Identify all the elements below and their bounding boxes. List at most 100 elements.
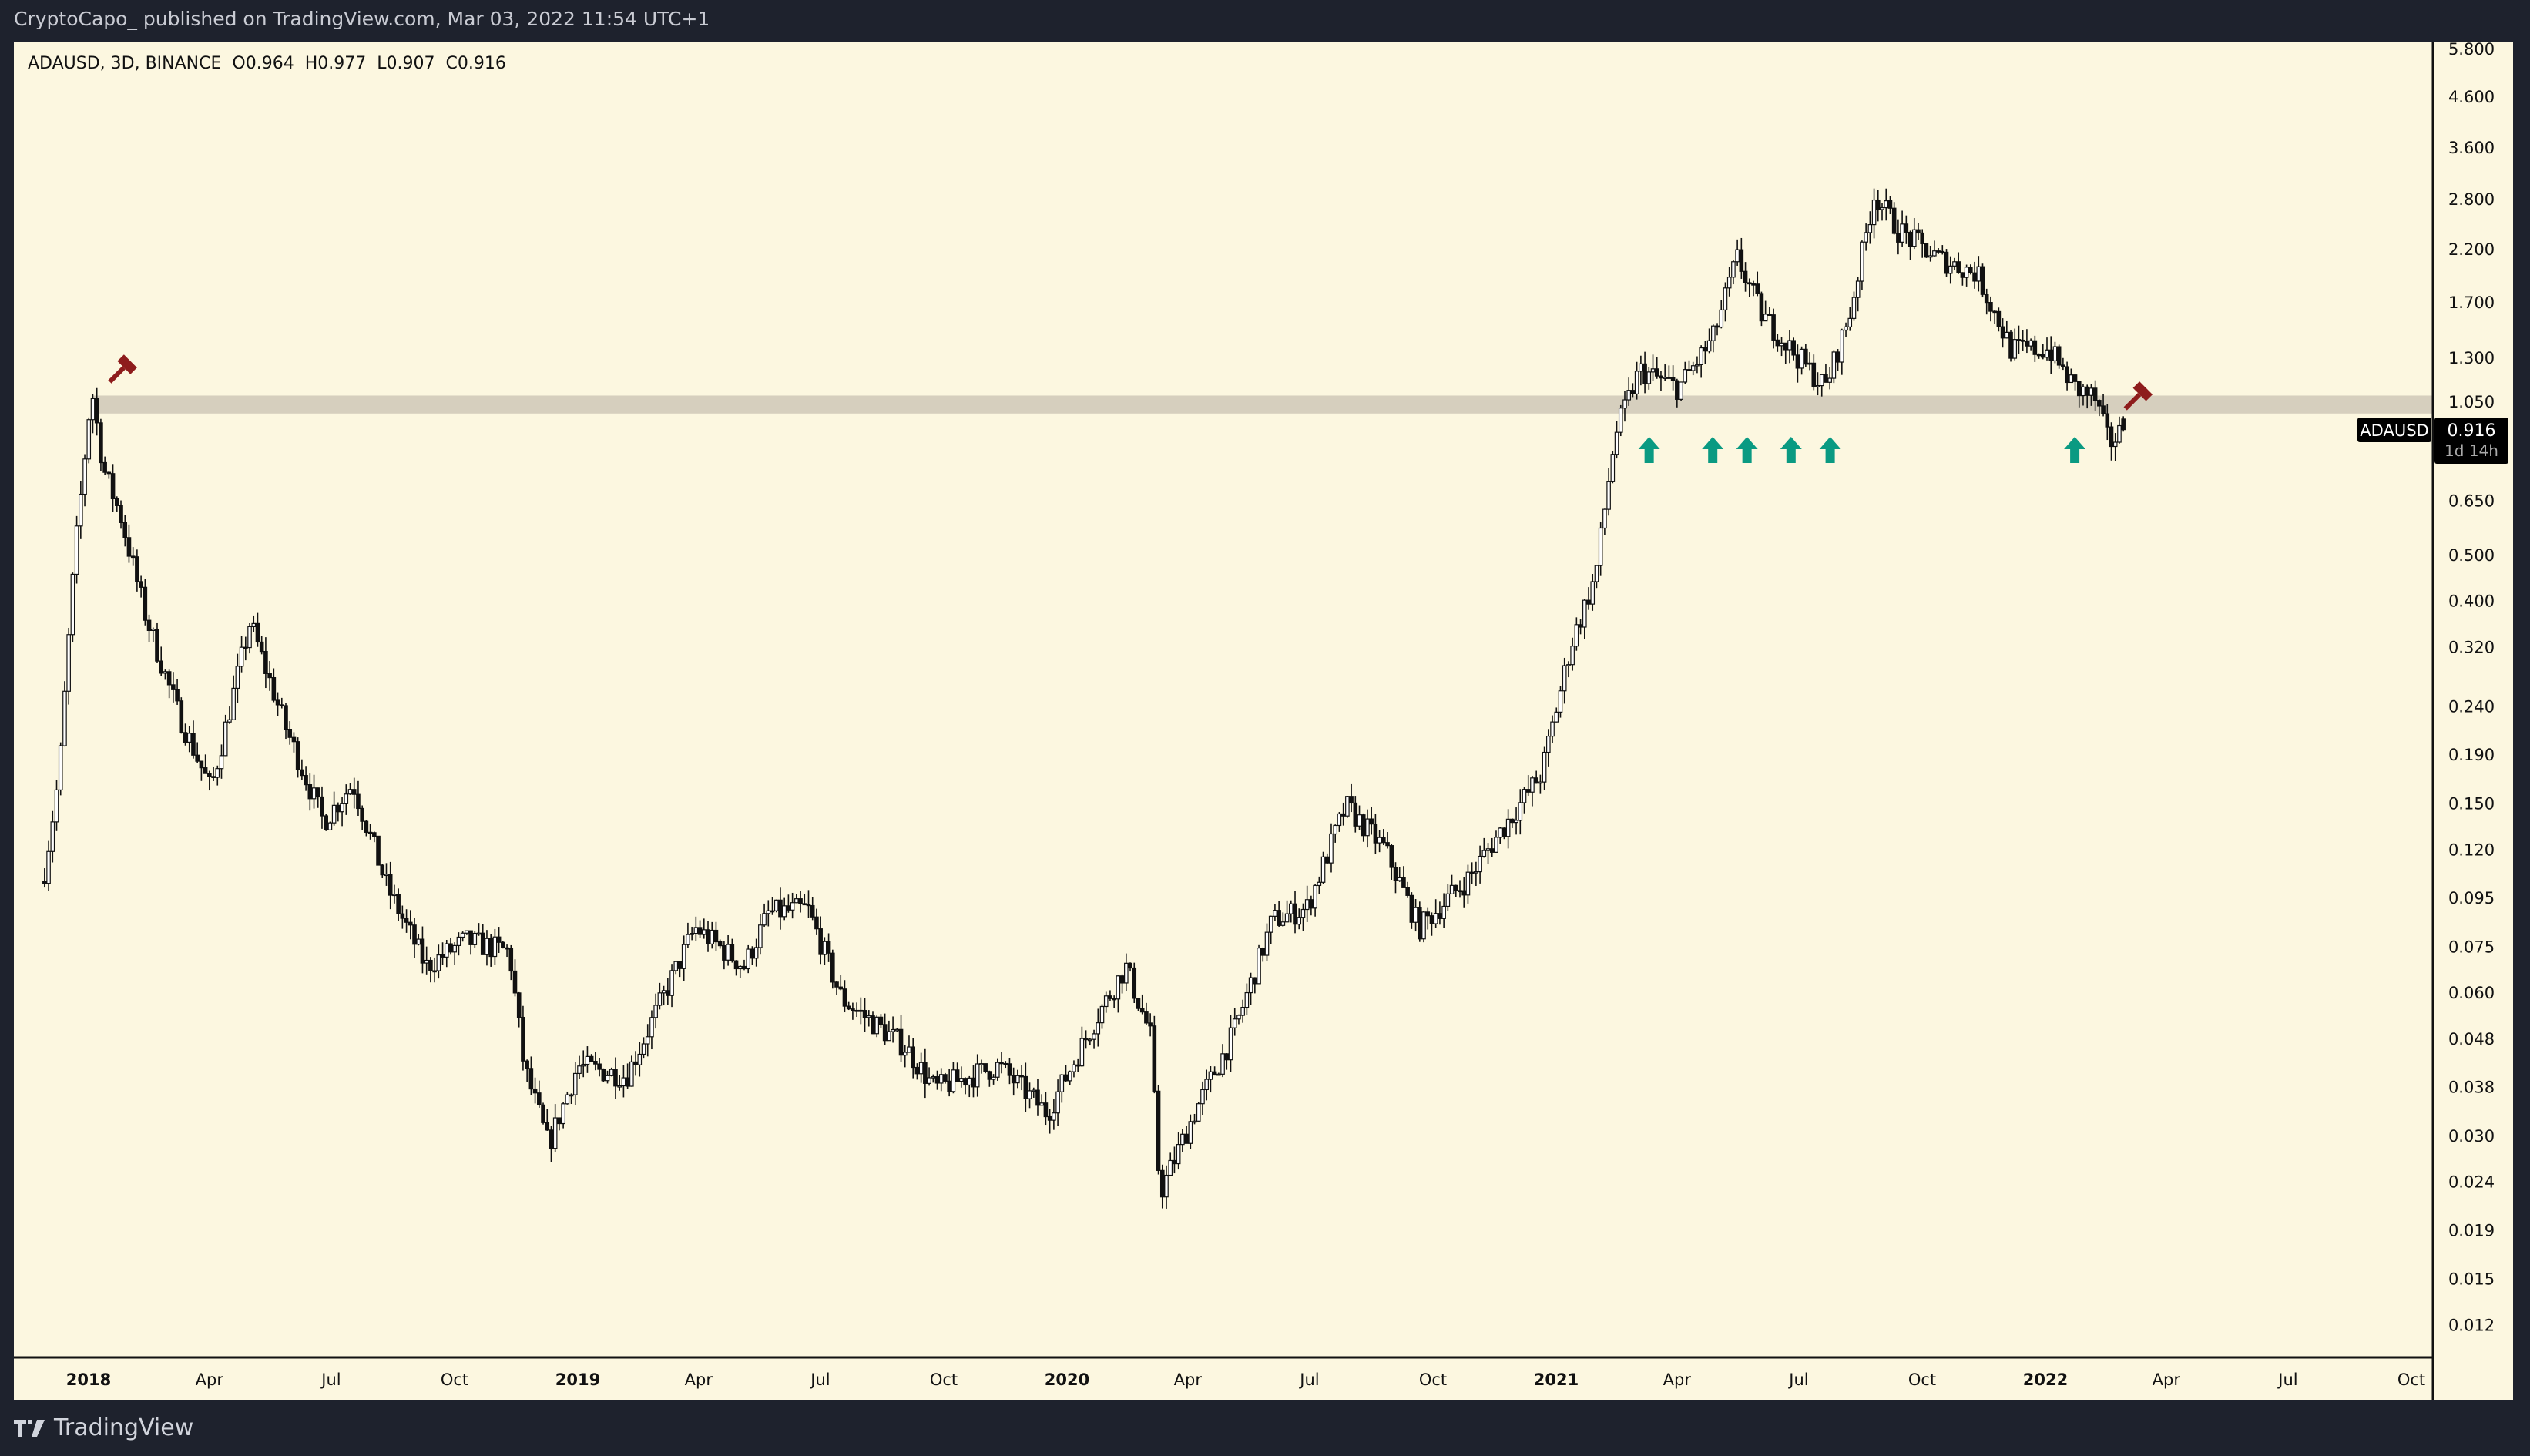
- candle-body-down: [713, 929, 719, 943]
- candle-body-down: [195, 754, 200, 762]
- candle-body-down: [830, 952, 835, 983]
- candle: [1719, 300, 1724, 329]
- candle: [291, 732, 297, 753]
- candle-body-down: [1755, 283, 1760, 294]
- candle: [943, 1072, 948, 1084]
- candle: [842, 980, 847, 1013]
- candle: [1124, 953, 1129, 991]
- candle: [1088, 1037, 1092, 1046]
- candle-body-down: [114, 498, 119, 506]
- price-tick-label: 0.060: [2448, 984, 2495, 1002]
- price-axis[interactable]: 5.800 4.600 3.600 2.800 2.200 1.700 1.300 1.050…: [2448, 40, 2495, 1334]
- candle: [778, 887, 783, 930]
- candle-body-up: [907, 1046, 911, 1053]
- candle-body-down: [1469, 871, 1475, 874]
- candle: [1369, 807, 1374, 835]
- candle-body-up: [565, 1094, 570, 1105]
- candle: [1538, 774, 1543, 794]
- candle: [1268, 915, 1273, 944]
- candle: [593, 1052, 598, 1071]
- chart-panel[interactable]: [14, 42, 2513, 1400]
- candle: [300, 759, 304, 780]
- candle-body-down: [259, 641, 264, 653]
- candle-body-down: [135, 556, 139, 582]
- candle-body-down: [1739, 249, 1744, 272]
- candle: [1148, 1013, 1153, 1037]
- candle: [70, 572, 75, 642]
- candle-body-down: [1908, 231, 1913, 247]
- candle-body-up: [1039, 1102, 1045, 1106]
- candle: [1144, 1002, 1149, 1025]
- candle: [351, 777, 357, 809]
- candle-body-down: [549, 1129, 554, 1149]
- candle: [521, 1005, 525, 1071]
- candle-body-up: [995, 1062, 1000, 1078]
- candle: [1743, 262, 1748, 292]
- candle: [1349, 783, 1354, 813]
- candle: [1204, 1069, 1209, 1101]
- candle: [918, 1052, 924, 1083]
- candle-body-up: [1719, 309, 1724, 328]
- candle: [1433, 899, 1438, 928]
- candle-body-up: [951, 1069, 956, 1092]
- candle-body-down: [1293, 903, 1297, 925]
- candle-body-up: [465, 930, 469, 934]
- candle-body-down: [1136, 998, 1141, 1009]
- candle: [1264, 923, 1270, 961]
- candle: [975, 1054, 980, 1097]
- candle-body-down: [2072, 374, 2078, 382]
- candle: [163, 669, 168, 680]
- candle-body-down: [733, 960, 739, 970]
- candle: [468, 930, 473, 955]
- candle-body-down: [396, 894, 401, 914]
- tradingview-logo[interactable]: TradingView: [14, 1414, 193, 1441]
- time-tick-label: Apr: [1174, 1370, 1203, 1389]
- candle-body-up: [1851, 297, 1857, 319]
- candle: [1851, 291, 1857, 321]
- candle: [737, 965, 743, 978]
- candle-body-down: [166, 671, 172, 686]
- candle-body-down: [545, 1122, 550, 1131]
- candle: [1300, 903, 1306, 931]
- candle: [1976, 256, 1981, 292]
- candle-body-up: [938, 1074, 944, 1084]
- candle-body-down: [501, 941, 505, 948]
- candle-body-down: [295, 741, 300, 770]
- candle-body-down: [1119, 975, 1125, 984]
- candle-body-down: [171, 684, 176, 690]
- candle: [211, 767, 216, 781]
- candle-body-up: [1723, 287, 1728, 311]
- candle-body-down: [1128, 962, 1132, 969]
- candle: [545, 1109, 550, 1131]
- candle-body-up: [1067, 1071, 1072, 1082]
- candle: [347, 783, 353, 795]
- time-axis[interactable]: 2018 Apr Jul Oct 2019 Apr Jul Oct 2020 Apr Jul Oct 2…: [66, 1370, 2425, 1389]
- candle-body-up: [1622, 399, 1627, 409]
- candle-body-up: [1699, 347, 1703, 365]
- candle: [1429, 912, 1434, 936]
- candle-body-down: [1795, 354, 1800, 369]
- candle: [1875, 190, 1881, 222]
- candle-body-up: [758, 924, 763, 948]
- candle: [686, 922, 690, 948]
- candle-body-up: [1546, 736, 1551, 753]
- candle: [2056, 344, 2062, 369]
- candle-body-down: [364, 820, 369, 833]
- candle: [1023, 1062, 1028, 1112]
- candle-body-up: [1831, 351, 1837, 379]
- candle-body-down: [2048, 349, 2054, 361]
- candle-body-up: [1180, 1133, 1185, 1146]
- candle: [1409, 892, 1414, 929]
- candle-body-up: [902, 1052, 908, 1056]
- candle-body-down: [1011, 1075, 1016, 1084]
- candle-body-down: [1578, 624, 1583, 628]
- candle: [485, 930, 489, 966]
- candle: [2117, 416, 2122, 444]
- candle: [1458, 880, 1462, 898]
- candle-body-down: [1144, 1011, 1149, 1024]
- candle: [2072, 374, 2078, 391]
- candle: [786, 894, 791, 913]
- price-tick-label: 0.015: [2448, 1270, 2495, 1289]
- brand-name: TradingView: [54, 1414, 194, 1441]
